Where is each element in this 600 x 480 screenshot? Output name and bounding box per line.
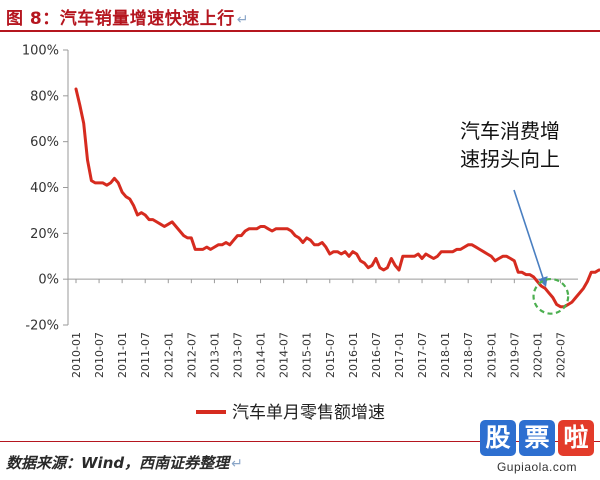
data-source-note: 数据来源：Wind，西南证券整理 ↵: [6, 452, 243, 473]
y-tick-label: 40%: [30, 181, 59, 196]
watermark-url: Gupiaola.com: [496, 460, 578, 474]
x-tick-label: 2011-07: [139, 332, 152, 378]
x-tick-label: 2012-07: [185, 332, 198, 378]
y-tick-label: 0%: [38, 273, 59, 288]
x-tick-label: 2019-07: [508, 332, 521, 378]
figure-title: 图 8：汽车销量增速快速上行 ↵: [6, 4, 249, 29]
series-line-car-retail-growth: [74, 87, 600, 309]
line-chart: -20%0%20%40%60%80%100% 2010-01 2010-07 201…: [22, 44, 600, 423]
footer-rule: [0, 441, 600, 443]
chart-legend: 汽车单月零售额增速: [196, 403, 385, 423]
y-tick-label: 20%: [30, 227, 59, 242]
x-tick-label: 2012-01: [162, 332, 175, 378]
y-tick-label: 80%: [30, 89, 59, 104]
watermark-logo: 股 票 啦 Gupiaola.com: [478, 420, 596, 478]
x-tick-label: 2010-07: [93, 332, 106, 378]
watermark-char-2: 票: [519, 420, 555, 456]
x-tick-label: 2014-01: [255, 332, 268, 378]
figure-title-text: 图 8：汽车销量增速快速上行: [6, 9, 235, 29]
x-tick-label: 2016-07: [370, 332, 383, 378]
x-tick-label: 2019-01: [485, 332, 498, 378]
x-tick-label: 2015-07: [324, 332, 337, 378]
paragraph-return-icon: ↵: [231, 456, 243, 472]
watermark-char-1: 股: [480, 420, 516, 456]
x-tick-label: 2020-07: [554, 332, 567, 378]
legend-label: 汽车单月零售额增速: [232, 403, 385, 423]
x-tick-label: 2011-01: [116, 332, 129, 378]
y-axis: -20% 0% 20% 40% 60% 80% 100%: [22, 44, 69, 334]
x-tick-label: 2013-07: [231, 332, 244, 378]
x-tick-label: 2016-01: [347, 332, 360, 378]
y-tick-label: 60%: [30, 135, 59, 150]
header-rule: [0, 30, 600, 32]
y-tick-label: 100%: [22, 44, 59, 59]
paragraph-return-icon: ↵: [236, 12, 249, 28]
y-tick-label: -20%: [25, 319, 59, 334]
x-tick-label: 2013-01: [208, 332, 221, 378]
x-tick-label: 2017-01: [393, 332, 406, 378]
annotation-text-line: 汽车消费增: [460, 119, 560, 143]
x-tick-label: 2014-07: [278, 332, 291, 378]
x-tick-label: 2020-01: [531, 332, 544, 378]
watermark-char-3: 啦: [558, 420, 594, 456]
x-tick-label: 2018-07: [462, 332, 475, 378]
figure-header: 图 8：汽车销量增速快速上行 ↵: [0, 0, 600, 36]
annotation-text-line: 速拐头向上: [460, 147, 560, 171]
x-tick-label: 2018-01: [439, 332, 452, 378]
annotation-arrow: [513, 189, 548, 288]
x-axis: 2010-01 2010-07 2011-01 2011-07 2012-01 2012-…: [68, 278, 578, 378]
highlight-circle: [532, 277, 570, 315]
x-tick-label: 2015-01: [301, 332, 314, 378]
x-tick-label: 2010-01: [70, 332, 83, 378]
x-tick-label: 2017-07: [416, 332, 429, 378]
data-source-text: 数据来源：Wind，西南证券整理: [6, 454, 230, 472]
